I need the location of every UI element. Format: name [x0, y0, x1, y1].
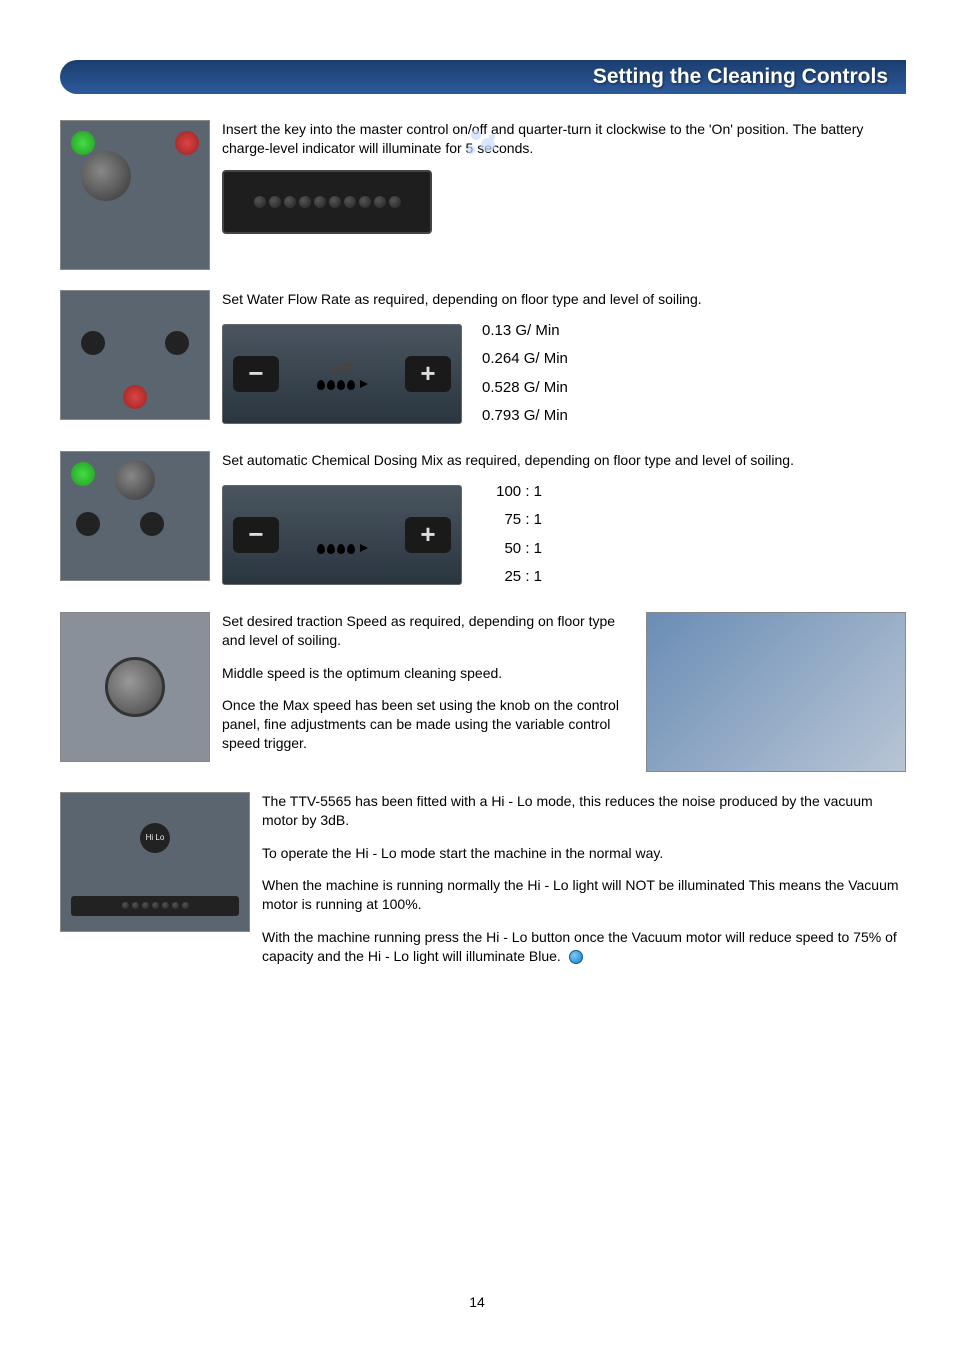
led-icon — [344, 196, 356, 208]
dosing-values: 100 : 1 75 : 1 50 : 1 25 : 1 — [482, 478, 542, 592]
thumb-dosing-panel — [60, 451, 210, 581]
photo-flow-controls — [60, 290, 210, 420]
flow-row: − + 0.13 G/ Min 0.264 G/ Min 0.528 G/ Mi… — [222, 317, 906, 431]
led-icon — [389, 196, 401, 208]
dosing-row: − + — [222, 478, 906, 592]
plus-button: + — [405, 356, 451, 392]
hilo-text: Hi Lo — [146, 834, 165, 842]
section-traction-speed: Set desired traction Speed as required, … — [60, 612, 906, 772]
section-body: Set desired traction Speed as required, … — [222, 612, 906, 772]
content-area: Insert the key into the master control o… — [60, 120, 906, 1000]
section-water-flow: Set Water Flow Rate as required, dependi… — [60, 290, 906, 431]
photo-speed-trigger — [646, 612, 906, 772]
thumb-hilo-panel: Hi Lo — [60, 792, 250, 932]
flow-values: 0.13 G/ Min 0.264 G/ Min 0.528 G/ Min 0.… — [482, 317, 568, 431]
flow-value: 0.13 G/ Min — [482, 317, 568, 346]
dosing-value: 75 : 1 — [482, 506, 542, 535]
section-chemical-dosing: Set automatic Chemical Dosing Mix as req… — [60, 451, 906, 592]
minus-button: − — [233, 517, 279, 553]
header-bar: Setting the Cleaning Controls — [60, 60, 906, 94]
led-icon — [374, 196, 386, 208]
thumb-speed-knob — [60, 612, 210, 762]
photo-key-switch — [60, 120, 210, 270]
blue-indicator-icon — [569, 950, 583, 964]
text-chemical-dosing: Set automatic Chemical Dosing Mix as req… — [222, 451, 906, 470]
section-body: Set Water Flow Rate as required, dependi… — [222, 290, 906, 431]
thumb-flow-panel — [60, 290, 210, 420]
photo-speed-knob — [60, 612, 210, 762]
flow-value: 0.793 G/ Min — [482, 402, 568, 431]
text-traction-p1: Set desired traction Speed as required, … — [222, 612, 626, 650]
led-icon — [284, 196, 296, 208]
photo-dosing-buttons: − + — [222, 485, 462, 585]
section-body: Insert the key into the master control o… — [222, 120, 906, 234]
text-hilo-p4: With the machine running press the Hi - … — [262, 928, 906, 966]
led-icon — [254, 196, 266, 208]
flow-value: 0.264 G/ Min — [482, 345, 568, 374]
section-body: Set automatic Chemical Dosing Mix as req… — [222, 451, 906, 592]
section-hilo-mode: Hi Lo The TTV-5565 has been fitted with … — [60, 792, 906, 980]
text-master-control: Insert the key into the master control o… — [222, 120, 906, 158]
text-traction-p2: Middle speed is the optimum cleaning spe… — [222, 664, 626, 683]
dosing-value: 25 : 1 — [482, 563, 542, 592]
led-icon — [329, 196, 341, 208]
flow-value: 0.528 G/ Min — [482, 374, 568, 403]
minus-button: − — [233, 356, 279, 392]
page-number: 14 — [469, 1294, 485, 1310]
dosing-value: 50 : 1 — [482, 535, 542, 564]
plus-button: + — [405, 517, 451, 553]
page-title: Setting the Cleaning Controls — [593, 65, 888, 89]
photo-dosing-controls — [60, 451, 210, 581]
text-hilo-p3: When the machine is running normally the… — [262, 876, 906, 914]
led-icon — [314, 196, 326, 208]
faucet-icon — [279, 344, 405, 404]
dosing-value: 100 : 1 — [482, 478, 542, 507]
led-icon — [299, 196, 311, 208]
hilo-button-icon: Hi Lo — [140, 823, 170, 853]
led-icon — [359, 196, 371, 208]
section-body: The TTV-5565 has been fitted with a Hi -… — [262, 792, 906, 980]
photo-battery-indicator — [222, 170, 432, 234]
photo-hilo-panel: Hi Lo — [60, 792, 250, 932]
text-hilo-p1: The TTV-5565 has been fitted with a Hi -… — [262, 792, 906, 830]
led-icon — [269, 196, 281, 208]
text-traction-p3: Once the Max speed has been set using th… — [222, 696, 626, 753]
text-hilo-p2: To operate the Hi - Lo mode start the ma… — [262, 844, 906, 863]
thumb-key-panel — [60, 120, 210, 270]
bubbles-icon — [279, 505, 405, 565]
text-water-flow: Set Water Flow Rate as required, dependi… — [222, 290, 906, 309]
photo-flow-buttons: − + — [222, 324, 462, 424]
